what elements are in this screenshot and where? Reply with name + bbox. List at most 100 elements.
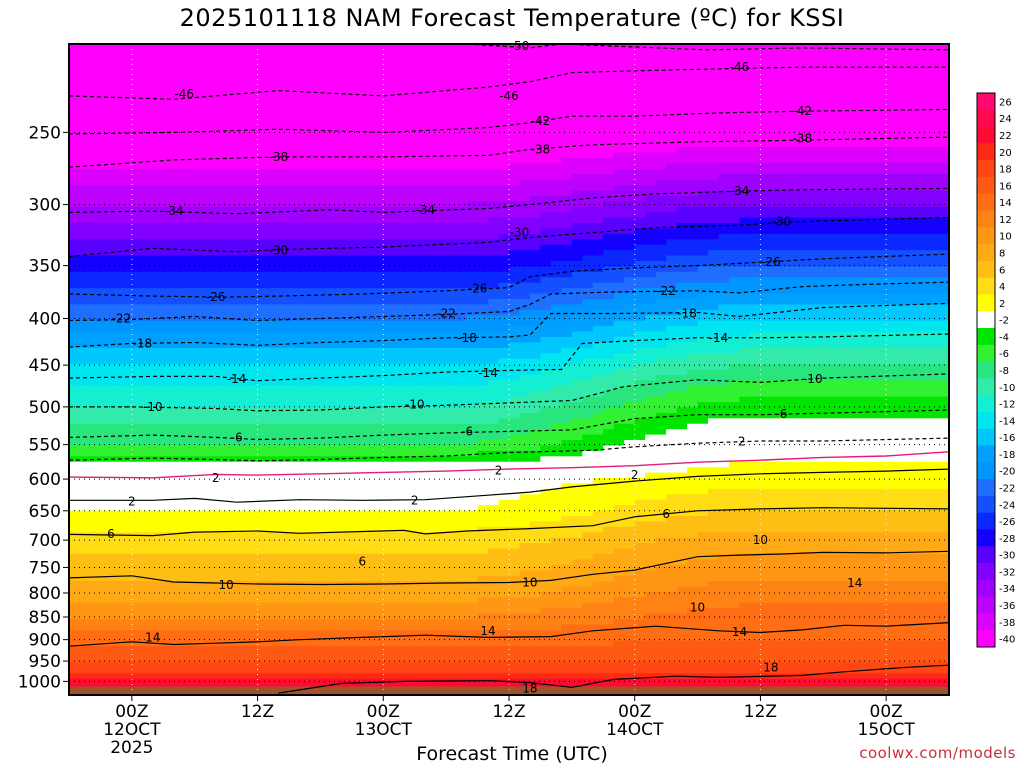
heatmap-cell xyxy=(142,326,154,333)
heatmap-cell xyxy=(498,358,510,365)
heatmap-cell xyxy=(173,223,185,230)
heatmap-cell xyxy=(498,60,510,67)
heatmap-cell xyxy=(330,429,342,436)
heatmap-cell xyxy=(362,651,374,658)
heatmap-cell xyxy=(89,109,102,116)
heatmap-cell xyxy=(205,244,217,251)
heatmap-cell xyxy=(372,261,384,268)
heatmap-cell xyxy=(268,130,280,137)
heatmap-cell xyxy=(131,673,143,680)
heatmap-cell xyxy=(414,412,426,419)
heatmap-cell xyxy=(299,65,311,72)
heatmap-cell xyxy=(456,331,468,338)
heatmap-cell xyxy=(309,380,322,387)
heatmap-cell xyxy=(184,385,196,392)
heatmap-cell xyxy=(446,87,458,94)
heatmap-cell xyxy=(152,141,164,148)
heatmap-cell xyxy=(393,212,405,219)
heatmap-cell xyxy=(372,586,384,593)
heatmap-cell xyxy=(289,320,301,327)
heatmap-cell xyxy=(110,505,122,512)
heatmap-cell xyxy=(341,429,353,436)
heatmap-cell xyxy=(299,597,311,604)
heatmap-cell xyxy=(488,147,500,154)
heatmap-cell xyxy=(383,613,395,620)
heatmap-cell xyxy=(330,44,342,51)
heatmap-cell xyxy=(488,494,500,501)
heatmap-cell xyxy=(289,277,301,284)
heatmap-cell xyxy=(414,244,426,251)
heatmap-cell xyxy=(142,657,154,664)
heatmap-cell xyxy=(173,331,185,338)
heatmap-cell xyxy=(257,450,269,457)
heatmap-cell xyxy=(435,185,447,192)
heatmap-cell xyxy=(69,71,81,78)
heatmap-cell xyxy=(435,662,447,669)
heatmap-cell xyxy=(467,619,479,626)
heatmap-cell xyxy=(236,396,248,403)
heatmap-cell xyxy=(330,190,342,197)
heatmap-cell xyxy=(467,483,479,490)
heatmap-cell xyxy=(184,374,196,381)
heatmap-cell xyxy=(351,185,363,192)
heatmap-cell xyxy=(404,412,416,419)
heatmap-cell xyxy=(341,559,353,566)
heatmap-cell xyxy=(79,298,91,305)
heatmap-cell xyxy=(194,250,206,257)
heatmap-cell xyxy=(425,396,437,403)
heatmap-cell xyxy=(330,662,342,669)
heatmap-cell xyxy=(89,369,102,376)
heatmap-cell xyxy=(341,667,353,674)
heatmap-cell xyxy=(194,385,206,392)
heatmap-cell xyxy=(247,619,259,626)
heatmap-cell xyxy=(131,342,143,349)
heatmap-cell xyxy=(299,98,311,105)
heatmap-cell xyxy=(404,103,416,110)
heatmap-cell xyxy=(79,125,91,132)
heatmap-cell xyxy=(477,163,489,170)
heatmap-cell xyxy=(446,195,458,202)
heatmap-cell xyxy=(173,608,185,615)
heatmap-cell xyxy=(309,168,322,175)
heatmap-cell xyxy=(477,206,489,213)
heatmap-cell xyxy=(89,564,102,571)
heatmap-cell xyxy=(247,103,259,110)
heatmap-cell xyxy=(257,201,269,208)
heatmap-cell xyxy=(414,331,426,338)
heatmap-cell xyxy=(173,190,185,197)
heatmap-cell xyxy=(362,130,374,137)
heatmap-cell xyxy=(414,190,426,197)
heatmap-cell xyxy=(205,320,217,327)
heatmap-cell xyxy=(89,667,102,674)
heatmap-cell xyxy=(404,157,416,164)
heatmap-cell xyxy=(362,304,374,311)
heatmap-cell xyxy=(268,478,280,485)
heatmap-cell xyxy=(173,461,185,468)
heatmap-cell xyxy=(372,141,384,148)
heatmap-cell xyxy=(362,119,374,126)
heatmap-cell xyxy=(446,640,458,647)
heatmap-cell xyxy=(205,553,217,560)
heatmap-cell xyxy=(320,678,332,685)
heatmap-cell xyxy=(309,54,322,61)
heatmap-cell xyxy=(488,581,500,588)
heatmap-cell xyxy=(446,71,458,78)
heatmap-cell xyxy=(372,195,384,202)
heatmap-cell xyxy=(467,103,479,110)
heatmap-cell xyxy=(226,174,238,181)
heatmap-cell xyxy=(152,304,164,311)
heatmap-cell xyxy=(393,223,405,230)
heatmap-cell xyxy=(278,646,290,653)
heatmap-cell xyxy=(131,288,143,295)
heatmap-cell xyxy=(351,255,363,262)
heatmap-cell xyxy=(425,201,437,208)
heatmap-cell xyxy=(341,65,353,72)
heatmap-cell xyxy=(362,76,374,83)
heatmap-cell xyxy=(477,423,489,430)
heatmap-cell xyxy=(425,277,437,284)
heatmap-cell xyxy=(299,152,311,159)
heatmap-cell xyxy=(173,586,185,593)
heatmap-cell xyxy=(299,374,311,381)
heatmap-cell xyxy=(425,157,437,164)
heatmap-cell xyxy=(226,147,238,154)
